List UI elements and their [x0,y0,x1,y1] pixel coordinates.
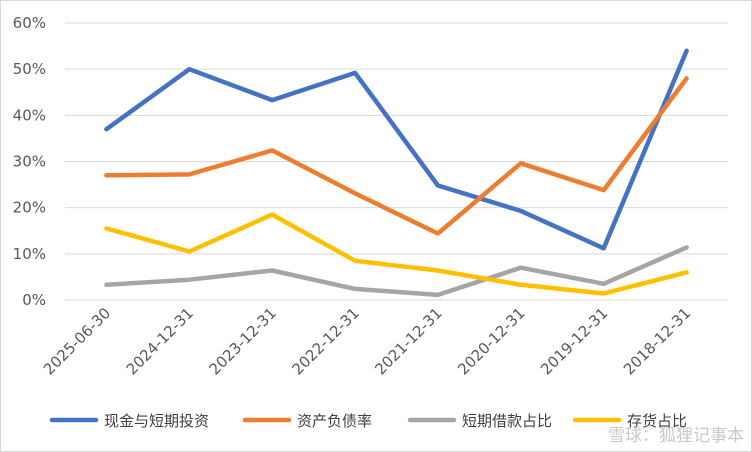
y-tick-label: 50% [13,60,46,78]
x-axis-tick-labels: 2025-06-30 2024-12-31 2023-12-31 2022-12-31… [40,304,695,378]
series-line [104,212,689,296]
y-tick-label: 10% [13,245,46,263]
x-tick-label: 2019-12-31 [537,304,611,378]
series-line [104,245,689,298]
watermark-text: 雪球：狐狸记事本 [608,426,744,446]
series-lines [104,48,689,298]
x-tick-label: 2025-06-30 [40,304,114,378]
y-axis-tick-labels: 0% 10% 20% 30% 40% 50% 60% [13,14,46,309]
x-tick-label: 2021-12-31 [371,304,445,378]
legend-label: 资产负债率 [297,412,372,430]
x-tick-label: 2024-12-31 [123,304,197,378]
legend: 现金与短期投资 资产负债率 短期借款占比 存货占比 [49,412,687,430]
legend-label: 短期借款占比 [462,412,552,430]
y-tick-label: 20% [13,199,46,217]
legend-label: 现金与短期投资 [104,412,209,430]
y-tick-label: 60% [13,14,46,32]
x-tick-label: 2018-12-31 [620,304,694,378]
y-tick-label: 30% [13,153,46,171]
gridlines [65,22,728,301]
series-line [104,48,689,251]
x-tick-label: 2020-12-31 [454,304,528,378]
series-line [104,76,689,236]
y-tick-label: 0% [22,291,46,309]
legend-label: 存货占比 [627,412,687,430]
x-tick-label: 2022-12-31 [289,304,363,378]
y-tick-label: 40% [13,106,46,124]
x-tick-label: 2023-12-31 [206,304,280,378]
